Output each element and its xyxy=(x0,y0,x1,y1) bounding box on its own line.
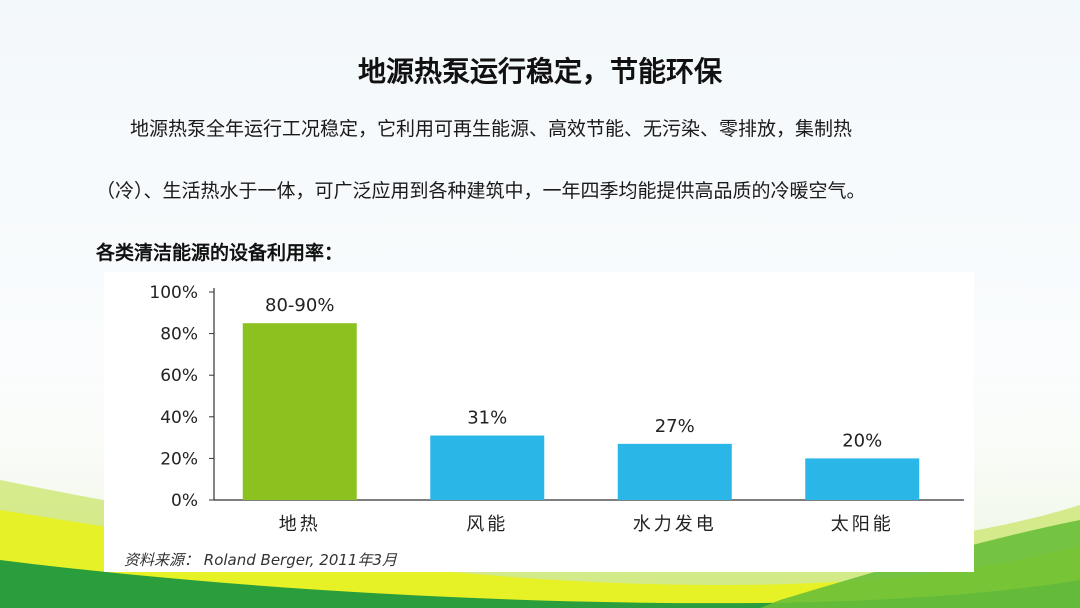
y-tick-label: 100% xyxy=(149,283,198,303)
bar-2 xyxy=(430,435,545,500)
y-tick-label: 0% xyxy=(171,491,198,511)
bar-3 xyxy=(617,443,732,500)
bar-chart: 0% 20% 40% 60% 80% 100% 80-90% 地热 31% 风能 27% 水力发电 20… xyxy=(149,283,964,535)
slide-title: 地源热泵运行稳定，节能环保 xyxy=(357,55,722,88)
paragraph-line-2: （冷）、生活热水于一体，可广泛应用到各种建筑中，一年四季均能提供高品质的冷暖空气… xyxy=(96,180,866,202)
chart-section-label: 各类清洁能源的设备利用率： xyxy=(96,242,344,264)
bar-4 xyxy=(805,458,920,500)
bar-data-label: 80-90% xyxy=(265,295,334,316)
x-category-label: 风能 xyxy=(466,514,508,535)
x-category-label: 水力发电 xyxy=(633,514,717,535)
y-tick-label: 20% xyxy=(160,449,198,469)
y-tick-label: 60% xyxy=(160,366,198,386)
bar-1 xyxy=(242,323,357,500)
paragraph-line-1: 地源热泵全年运行工况稳定，它利用可再生能源、高效节能、无污染、零排放，集制热 xyxy=(130,118,853,140)
y-tick-label: 80% xyxy=(160,325,198,345)
bar-data-label: 27% xyxy=(655,416,695,437)
y-tick-label: 40% xyxy=(160,408,198,428)
bar-data-label: 20% xyxy=(842,430,882,451)
bar-data-label: 31% xyxy=(467,408,507,429)
x-category-label: 地热 xyxy=(279,514,321,535)
source-note: 资料来源： Roland Berger, 2011年3月 xyxy=(124,551,398,569)
x-category-label: 太阳能 xyxy=(831,514,894,535)
chart-panel: 0% 20% 40% 60% 80% 100% 80-90% 地热 31% 风能 27% 水力发电 20… xyxy=(104,272,974,572)
